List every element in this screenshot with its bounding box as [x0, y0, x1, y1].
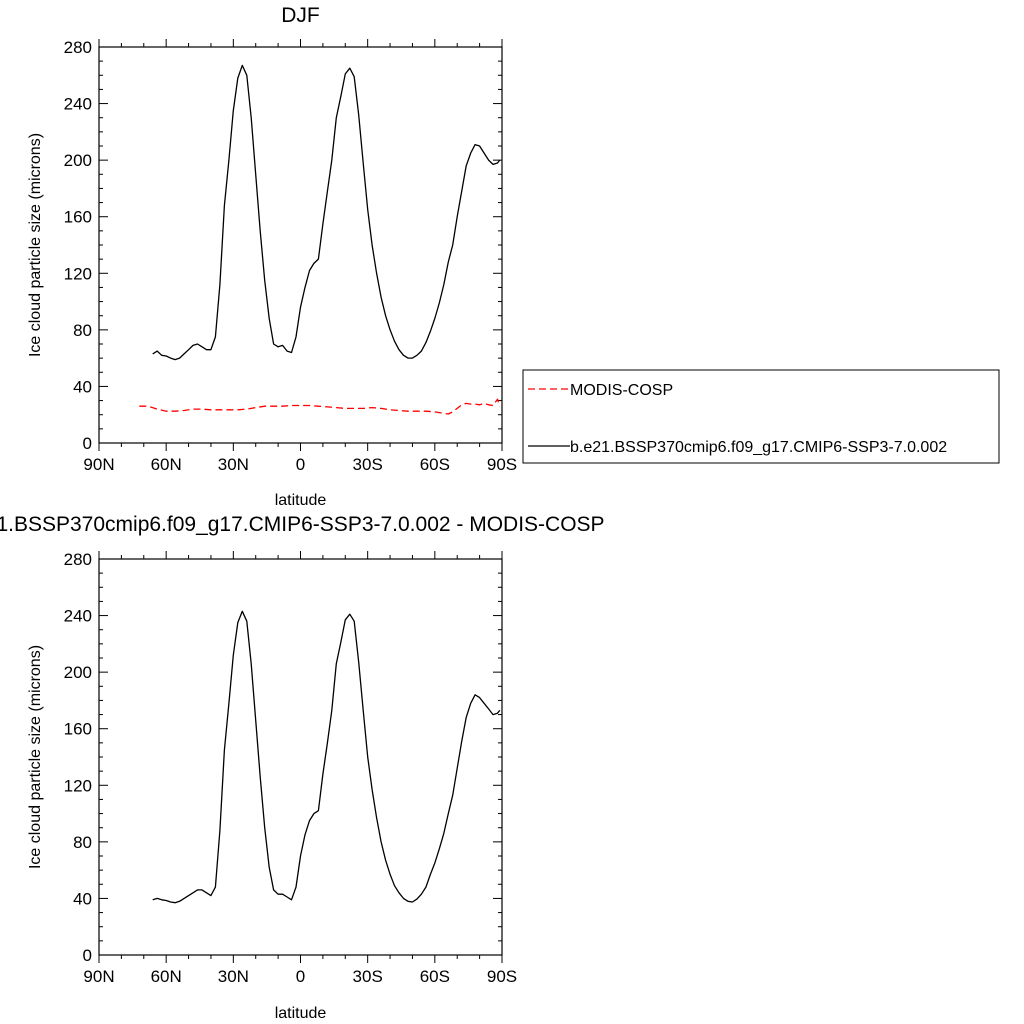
y-tick-label: 80: [73, 321, 92, 340]
chart-panel-2: 1.BSSP370cmip6.f09_g17.CMIP6-SSP3-7.0.00…: [0, 513, 605, 1022]
chart-title: DJF: [281, 4, 320, 27]
y-tick-label: 160: [64, 720, 92, 739]
x-axis-label: latitude: [275, 492, 327, 509]
y-tick-label: 280: [64, 550, 92, 569]
y-tick-label: 40: [73, 889, 92, 908]
plot-frame: [98, 46, 503, 444]
y-tick-label: 0: [83, 946, 92, 965]
x-tick-label: 0: [296, 967, 305, 986]
legend-label: b.e21.BSSP370cmip6.f09_g17.CMIP6-SSP3-7.…: [570, 439, 947, 456]
x-tick-label: 60S: [420, 967, 450, 986]
y-tick-label: 200: [64, 663, 92, 682]
legend-label: MODIS-COSP: [570, 382, 673, 399]
y-tick-label: 240: [64, 607, 92, 626]
chart-title: 1.BSSP370cmip6.f09_g17.CMIP6-SSP3-7.0.00…: [0, 513, 605, 536]
x-tick-label: 90S: [487, 967, 517, 986]
x-tick-label: 30N: [218, 455, 249, 474]
x-tick-label: 90N: [83, 967, 114, 986]
chart-panel-1: DJF 0 40 80 120 160 200 240 280 90N 60N 30N 0 30S 60S 9…: [27, 4, 1000, 509]
y-tick-label: 240: [64, 95, 92, 114]
y-tick-label: 120: [64, 776, 92, 795]
legend-box: [522, 369, 1000, 464]
series-line-2: [152, 64, 501, 361]
legend: MODIS-COSP b.e21.BSSP370cmip6.f09_g17.CMI…: [522, 369, 1000, 464]
x-tick-label: 60N: [151, 455, 182, 474]
y-tick-label: 160: [64, 208, 92, 227]
y-tick-label: 280: [64, 38, 92, 57]
y-axis-label: Ice cloud particle size (microns): [27, 645, 44, 869]
y-tick-label: 200: [64, 151, 92, 170]
y-tick-label: 40: [73, 377, 92, 396]
x-tick-label: 60S: [420, 455, 450, 474]
x-axis-label: latitude: [275, 1005, 327, 1022]
x-tick-label: 30S: [353, 967, 383, 986]
series-line-1: [152, 610, 501, 904]
x-tick-label: 0: [296, 455, 305, 474]
x-tick-label: 30N: [218, 967, 249, 986]
x-tick-label: 90S: [487, 455, 517, 474]
x-tick-label: 60N: [151, 967, 182, 986]
y-axis-label: Ice cloud particle size (microns): [27, 133, 44, 357]
plot-frame: [98, 558, 503, 956]
x-tick-label: 90N: [83, 455, 114, 474]
y-tick-label: 0: [83, 434, 92, 453]
series-line-1: [139, 398, 501, 415]
x-tick-label: 30S: [353, 455, 383, 474]
y-tick-label: 80: [73, 833, 92, 852]
y-tick-label: 120: [64, 264, 92, 283]
